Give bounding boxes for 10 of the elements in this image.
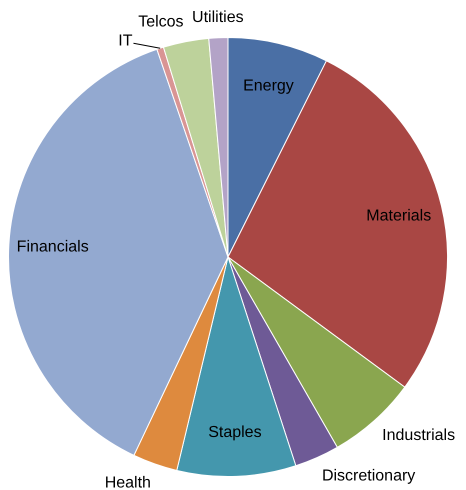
slice-label: Utilities bbox=[192, 9, 244, 26]
slice-label: Staples bbox=[208, 424, 262, 441]
slice-label: Discretionary bbox=[322, 467, 416, 484]
slice-label: Energy bbox=[243, 78, 294, 95]
slice-label: Health bbox=[104, 474, 151, 490]
slice-label: Industrials bbox=[382, 427, 456, 444]
slice-label: Financials bbox=[16, 238, 89, 256]
slice-label: Telcos bbox=[138, 13, 184, 30]
slice-label: Materials bbox=[366, 207, 432, 224]
slice-label: IT bbox=[118, 32, 133, 50]
